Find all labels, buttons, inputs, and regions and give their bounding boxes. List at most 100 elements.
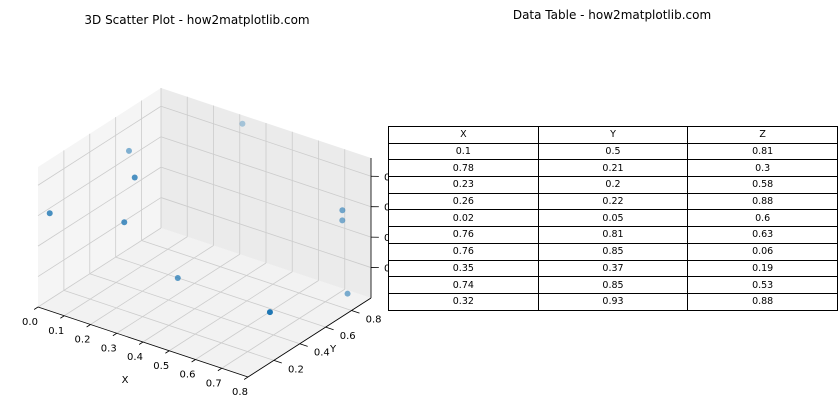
table-cell: 0.22 — [537, 192, 689, 211]
scatter-point — [239, 120, 246, 127]
table-cell: 0.1 — [388, 142, 539, 161]
y-axis-line — [247, 297, 372, 378]
y-tick-label: 0.8 — [366, 314, 382, 325]
table-cell: 0.02 — [388, 209, 539, 228]
scatter-point — [339, 217, 346, 224]
gridline — [37, 105, 162, 186]
table-row: 0.76 0.81 0.63 — [388, 226, 838, 244]
table-cell: 0.5 — [537, 142, 689, 161]
x-tick — [86, 324, 91, 328]
gridline — [160, 197, 372, 268]
scatter-point — [131, 174, 138, 181]
table-cell: 0.76 — [388, 226, 539, 244]
scatter-point — [46, 210, 53, 217]
table-cell: 0.2 — [537, 176, 689, 194]
table-cell: 0.85 — [537, 242, 689, 261]
gridline — [221, 288, 345, 369]
y-tick — [351, 310, 360, 314]
x-tick-label: 0.2 — [75, 335, 91, 346]
table-cell: 0.6 — [687, 209, 838, 228]
table-cell: 0.05 — [537, 209, 689, 228]
table-cell: 0.3 — [687, 159, 838, 178]
gridline — [142, 262, 267, 343]
x-tick — [243, 376, 249, 380]
table-cell: 0.37 — [537, 259, 689, 278]
gridline — [195, 280, 319, 360]
table-cell: 0.85 — [537, 276, 689, 294]
scatter-point — [266, 309, 273, 316]
x-tick-label: 0.7 — [206, 378, 222, 389]
gridline — [115, 256, 326, 328]
x-tick — [217, 367, 222, 372]
gridline — [169, 271, 293, 352]
y-tick — [299, 343, 308, 347]
y-tick — [325, 326, 334, 331]
table-row: 0.26 0.22 0.88 — [388, 192, 838, 211]
x-tick-label: 0.4 — [127, 352, 143, 363]
y-axis-label: Y — [329, 344, 337, 355]
table-cell: 0.78 — [388, 159, 539, 178]
gridline — [37, 166, 162, 247]
gridline — [141, 240, 352, 311]
table-cell: 0.06 — [687, 242, 838, 261]
y-tick — [273, 359, 282, 364]
table-cell: 0.81 — [687, 142, 838, 161]
table-cell: 0.53 — [687, 276, 838, 294]
table-cell: 0.88 — [687, 292, 838, 311]
table-row: 0.32 0.93 0.88 — [388, 292, 838, 311]
gridline — [89, 273, 300, 345]
y-tick-label: 0.6 — [340, 331, 356, 342]
gridline — [63, 289, 275, 361]
table-cell: 0.58 — [687, 176, 838, 194]
column-header: Z — [687, 126, 838, 144]
x-tick-label: 0.6 — [180, 370, 196, 381]
x-tick — [165, 350, 170, 354]
left-pane — [38, 88, 161, 307]
table-cell: 0.19 — [687, 259, 838, 278]
x-tick — [33, 306, 39, 310]
table-row: 0.23 0.2 0.58 — [388, 176, 838, 194]
y-tick-label: 0.4 — [314, 348, 330, 359]
gridline — [37, 197, 162, 277]
table-row: 0.35 0.37 0.19 — [388, 259, 838, 278]
column-header: Y — [537, 126, 689, 144]
table-row: 0.74 0.85 0.53 — [388, 276, 838, 294]
gridline — [160, 166, 372, 238]
scatter-point — [174, 274, 181, 281]
gridline — [116, 253, 240, 334]
table-row: 0.1 0.5 0.81 — [388, 142, 838, 161]
table-cell: 0.32 — [388, 292, 539, 311]
column-header: X — [388, 126, 539, 144]
x-tick-label: 0.1 — [48, 326, 64, 337]
table-cell: 0.74 — [388, 276, 539, 294]
table-row: 0.76 0.85 0.06 — [388, 242, 838, 261]
table-cell: 0.35 — [388, 259, 539, 278]
data-table: X Y Z 0.1 0.5 0.81 0.78 0.21 0.3 0.23 0.2 0.58 0.26 0… — [388, 126, 838, 311]
scatter-point — [125, 147, 132, 154]
table-cell: 0.23 — [388, 176, 539, 194]
gridline — [37, 136, 162, 217]
table-cell: 0.93 — [537, 292, 689, 311]
gridline — [64, 236, 188, 317]
table-cell: 0.88 — [687, 192, 838, 211]
table-row: 0.78 0.21 0.3 — [388, 159, 838, 178]
x-tick-label: 0.0 — [22, 317, 38, 328]
y-tick-label: 0.2 — [288, 364, 304, 375]
x-tick — [191, 359, 196, 363]
table-cell: 0.63 — [687, 226, 838, 244]
scatter-title: 3D Scatter Plot - how2matplotlib.com — [84, 13, 310, 27]
x-tick — [138, 341, 144, 345]
scatter-point — [121, 219, 128, 226]
x-tick — [60, 315, 65, 319]
table-cell: 0.21 — [537, 159, 689, 178]
gridline — [160, 136, 372, 208]
scatter-point — [339, 207, 346, 214]
table-cell: 0.81 — [537, 226, 689, 244]
table-cell: 0.76 — [388, 242, 539, 261]
gridline — [37, 227, 162, 308]
x-tick-label: 0.5 — [153, 361, 169, 372]
gridline — [90, 245, 214, 325]
x-axis-label: X — [122, 375, 129, 386]
x-tick-label: 0.8 — [232, 387, 248, 398]
table-title: Data Table - how2matplotlib.com — [512, 8, 712, 22]
